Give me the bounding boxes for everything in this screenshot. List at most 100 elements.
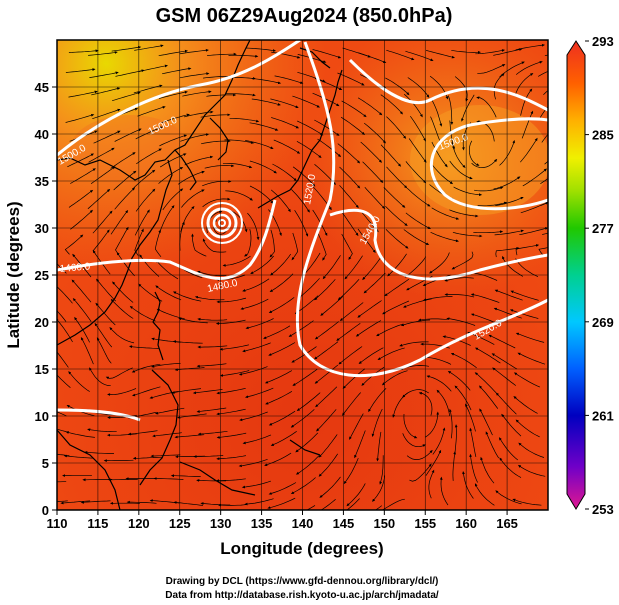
streamline (128, 345, 159, 349)
streamline (515, 61, 543, 75)
streamline (409, 463, 432, 482)
streamline (512, 498, 542, 506)
streamline (292, 95, 321, 108)
streamline (131, 363, 161, 373)
map-title: GSM 06Z29Aug2024 (850.0hPa) (156, 5, 453, 27)
streamline (451, 49, 481, 54)
streamline (112, 281, 134, 303)
streamline (267, 497, 296, 509)
streamline (67, 153, 95, 168)
streamline (403, 413, 418, 439)
streamline (453, 186, 483, 197)
x-tick-label: 130 (210, 516, 232, 531)
streamline (216, 387, 246, 395)
streamline (57, 351, 69, 368)
streamline (215, 319, 246, 325)
streamline (290, 477, 316, 494)
streamline (296, 140, 322, 159)
streamline (385, 77, 410, 96)
colorbar: 293 285 277 269 261 253 (566, 34, 614, 517)
streamline (538, 70, 548, 77)
streamline (317, 138, 342, 158)
streamline (384, 278, 410, 297)
streamline (216, 297, 247, 304)
streamline (153, 477, 184, 480)
streamline (403, 93, 423, 118)
streamline (358, 347, 384, 365)
streamline (493, 307, 522, 319)
streamline (200, 113, 231, 118)
streamline (242, 278, 270, 292)
streamline (270, 189, 291, 213)
streamline (364, 186, 386, 210)
streamline (320, 499, 336, 510)
streamline (446, 317, 476, 326)
streamline (520, 137, 538, 163)
streamline (470, 293, 500, 303)
streamline (134, 209, 150, 236)
streamline (106, 433, 137, 437)
streamline (477, 64, 506, 74)
streamline (57, 374, 71, 388)
streamline (152, 432, 182, 438)
streamline (430, 116, 442, 145)
streamline (133, 84, 163, 94)
streamline (338, 346, 363, 365)
streamline (426, 375, 452, 392)
streamline (375, 505, 383, 510)
coastlines (57, 40, 343, 510)
colorbar-tick-label: 253 (592, 502, 614, 517)
x-tick-label: 135 (251, 516, 273, 531)
streamline (357, 300, 382, 318)
streamline (95, 302, 116, 326)
streamline (513, 372, 541, 388)
streamline (291, 189, 310, 213)
streamline (114, 187, 136, 210)
streamline (151, 362, 181, 368)
streamline (341, 100, 367, 118)
streamline (425, 449, 442, 476)
streamline (60, 500, 91, 505)
streamline (429, 252, 450, 274)
streamline (57, 428, 69, 433)
streamline (249, 160, 277, 174)
streamline (452, 231, 483, 238)
streamline (474, 186, 504, 192)
streamline (244, 229, 252, 257)
y-tick-label: 20 (35, 315, 49, 330)
streamline (170, 474, 201, 478)
streamline (202, 238, 227, 253)
x-axis-label: Longitude (degrees) (220, 539, 383, 558)
streamline (295, 432, 319, 453)
streamline (207, 52, 237, 56)
streamline (314, 321, 340, 340)
streamline (498, 437, 519, 461)
streamline (249, 185, 274, 204)
streamline (292, 166, 316, 187)
streamline (495, 392, 517, 415)
streamline (159, 205, 175, 232)
streamline (402, 389, 429, 398)
streamline (469, 453, 478, 483)
streamline (315, 386, 338, 408)
streamline (408, 138, 427, 163)
y-tick-label: 10 (35, 409, 49, 424)
streamline (417, 318, 448, 322)
streamline (154, 229, 162, 258)
streamline (402, 433, 426, 448)
streamline (317, 233, 327, 261)
streamline (362, 161, 384, 184)
streamline (312, 92, 340, 107)
credit-line-2: Data from http://database.rish.kyoto-u.a… (165, 590, 439, 601)
streamline (80, 500, 111, 504)
streamline (244, 498, 274, 506)
streamline (291, 346, 317, 363)
streamline (302, 252, 321, 277)
streamline (517, 352, 546, 365)
streamline (180, 133, 210, 142)
x-tick-label: 165 (496, 516, 518, 531)
streamline (422, 355, 452, 365)
streamline (518, 442, 545, 458)
y-tick-label: 35 (35, 174, 49, 189)
y-tick-label: 40 (35, 127, 49, 142)
